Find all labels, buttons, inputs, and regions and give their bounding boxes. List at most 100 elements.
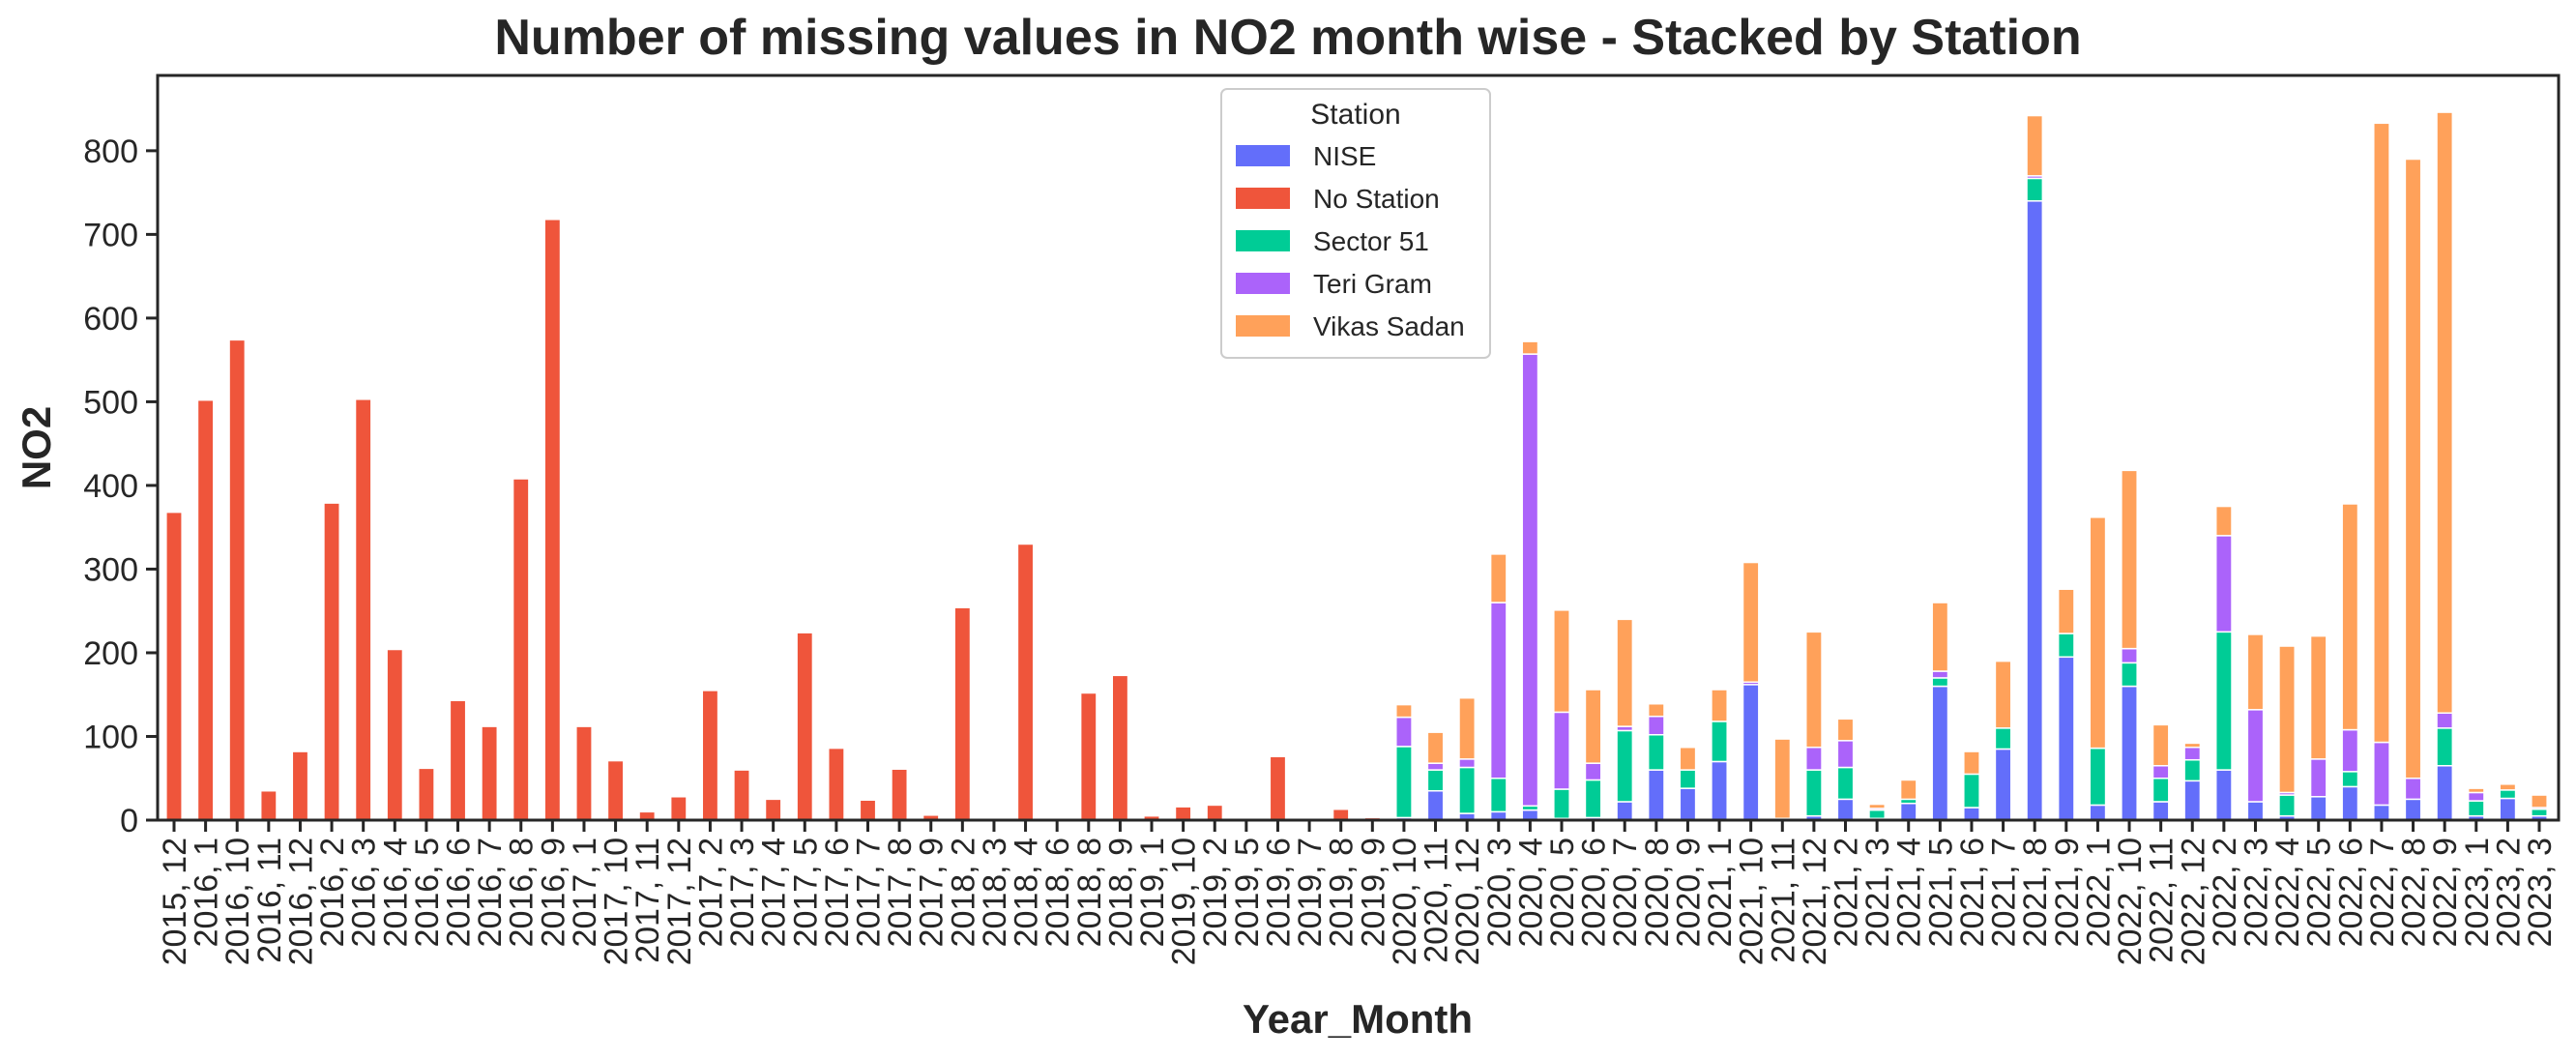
bar-segment-vikas-sadan [1994, 660, 2012, 729]
bar-segment-vikas-sadan [2531, 794, 2548, 809]
x-tick-label: 2016, 2 [314, 838, 351, 947]
bar-segment-sector-51 [1426, 769, 1445, 792]
bar-segment-no-station [891, 768, 909, 821]
y-tick-label: 600 [83, 301, 138, 338]
bar-segment-nise [2436, 765, 2454, 821]
legend-label-sector-51: Sector 51 [1313, 226, 1429, 256]
bar-segment-vikas-sadan [2278, 645, 2296, 794]
bar-segment-vikas-sadan [1711, 689, 1728, 722]
x-tick-label: 2020, 7 [1607, 838, 1644, 947]
bar-segment-nise [1899, 802, 1917, 821]
x-tick-label: 2021, 3 [1859, 838, 1896, 947]
bar-segment-teri-gram [1836, 740, 1855, 769]
bar-segment-nise [1994, 748, 2012, 821]
x-tick-label: 2021, 8 [2017, 838, 2054, 947]
bar-segment-nise [1679, 787, 1697, 821]
bar-segment-nise [1426, 789, 1445, 821]
bar-segment-teri-gram [1395, 716, 1413, 748]
y-tick-label: 800 [83, 133, 138, 170]
x-tick-label: 2019, 7 [1292, 838, 1329, 947]
bars-group [165, 111, 2548, 821]
x-tick-label: 2020, 9 [1670, 838, 1707, 947]
bar-segment-no-station [1206, 804, 1224, 821]
bar-segment-vikas-sadan [1616, 618, 1634, 727]
legend-swatch-no-station [1236, 188, 1290, 209]
x-tick-label: 2021, 4 [1891, 838, 1928, 947]
bar-segment-no-station [1016, 543, 1035, 821]
bar-segment-teri-gram [1458, 758, 1477, 769]
legend-swatch-vikas-sadan [1236, 315, 1290, 337]
bar-segment-sector-51 [2467, 800, 2485, 817]
x-tick-label: 2017, 10 [599, 838, 635, 965]
x-tick-label: 2017, 11 [629, 838, 666, 963]
x-tick-label: 2021, 7 [1986, 838, 2023, 947]
x-tick-label: 2019, 6 [1260, 838, 1297, 947]
bar-segment-vikas-sadan [2309, 634, 2327, 760]
bar-segment-teri-gram [1804, 746, 1823, 771]
bar-segment-vikas-sadan [1899, 779, 1917, 801]
bar-segment-no-station [1269, 755, 1287, 821]
x-tick-label: 2016, 8 [504, 838, 541, 947]
bar-segment-no-station [228, 338, 247, 821]
y-tick-label: 300 [83, 551, 138, 588]
x-tick-label: 2022, 11 [2144, 838, 2181, 963]
bar-segment-teri-gram [2214, 535, 2233, 633]
bar-segment-vikas-sadan [1553, 609, 1570, 714]
x-tick-label: 2021, 6 [1954, 838, 1991, 947]
y-tick-label: 200 [83, 635, 138, 672]
bar-segment-sector-51 [1994, 727, 2012, 750]
bar-segment-nise [2152, 801, 2170, 821]
bar-segment-teri-gram [2183, 746, 2202, 761]
bar-segment-nise [2026, 200, 2044, 821]
x-tick-label: 2016, 7 [472, 838, 509, 947]
bar-segment-nise [1931, 685, 1949, 821]
bar-segment-vikas-sadan [2089, 516, 2107, 750]
x-tick-label: 2019, 9 [1355, 838, 1391, 947]
x-tick-label: 2019, 10 [1166, 838, 1203, 965]
bar-segment-nise [1963, 807, 1980, 821]
bar-segment-sector-51 [1489, 777, 1508, 813]
bar-segment-vikas-sadan [2214, 505, 2233, 537]
legend-label-vikas-sadan: Vikas Sadan [1313, 311, 1465, 341]
x-tick-label: 2022, 5 [2301, 838, 2338, 947]
bar-segment-sector-51 [1553, 788, 1570, 820]
x-tick-label: 2017, 7 [850, 838, 887, 947]
x-tick-label: 2021, 12 [1797, 838, 1833, 965]
x-tick-label: 2021, 10 [1734, 838, 1771, 965]
bar-segment-vikas-sadan [1395, 703, 1413, 719]
x-tick-label: 2017, 12 [661, 838, 698, 965]
x-tick-label: 2023, 1 [2459, 838, 2496, 947]
bar-segment-vikas-sadan [1647, 702, 1665, 718]
bar-segment-no-station [354, 398, 372, 821]
bar-segment-teri-gram [2467, 791, 2485, 802]
chart-title: Number of missing values in NO2 month wi… [494, 10, 2081, 66]
bar-segment-nise [1742, 684, 1760, 821]
x-tick-label: 2016, 3 [346, 838, 383, 947]
x-tick-label: 2018, 3 [977, 838, 1013, 947]
bar-segment-sector-51 [1836, 766, 1855, 801]
legend-label-no-station: No Station [1313, 184, 1440, 214]
bar-segment-sector-51 [1616, 729, 1634, 803]
x-tick-label: 2020, 3 [1481, 838, 1518, 947]
bar-segment-vikas-sadan [1489, 553, 1508, 603]
bar-segment-vikas-sadan [1868, 803, 1887, 809]
bar-segment-sector-51 [2214, 631, 2233, 771]
bar-segment-sector-51 [2531, 809, 2548, 817]
x-tick-label: 2018, 6 [1039, 838, 1076, 947]
x-tick-label: 2017, 3 [724, 838, 761, 947]
bar-segment-sector-51 [2121, 662, 2138, 688]
bar-segment-nise [1521, 809, 1539, 821]
bar-segment-nise [2373, 804, 2390, 821]
bar-segment-no-station [1332, 809, 1350, 821]
x-tick-label: 2023, 3 [2522, 838, 2559, 947]
bar-segment-teri-gram [2121, 647, 2138, 664]
bar-segment-vikas-sadan [2121, 469, 2138, 650]
bar-segment-teri-gram [2404, 777, 2422, 801]
bar-segment-no-station [669, 796, 688, 821]
bar-segment-teri-gram [1647, 715, 1665, 736]
bar-segment-no-station [196, 398, 215, 821]
bar-segment-vikas-sadan [1804, 631, 1823, 749]
bar-segment-no-station [575, 725, 593, 821]
x-tick-label: 2017, 5 [787, 838, 824, 947]
x-tick-label: 2022, 6 [2332, 838, 2369, 947]
